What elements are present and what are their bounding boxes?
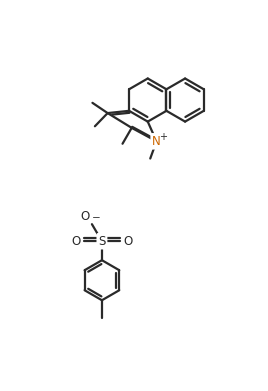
Text: O: O xyxy=(72,235,81,248)
Text: +: + xyxy=(159,132,167,142)
Text: O: O xyxy=(80,210,90,222)
Text: O: O xyxy=(123,235,132,248)
Text: S: S xyxy=(98,235,106,248)
Text: N: N xyxy=(152,135,161,148)
Text: −: − xyxy=(91,213,100,223)
